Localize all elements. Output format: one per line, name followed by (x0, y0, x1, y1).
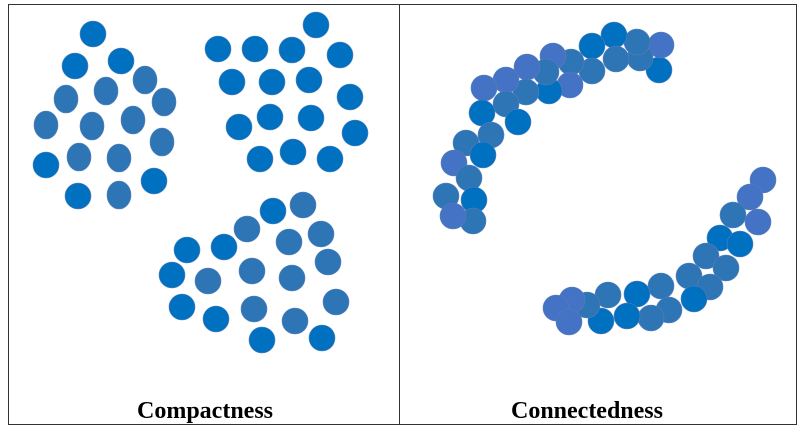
cluster-dot (93, 76, 119, 106)
chain-dot (555, 308, 583, 336)
cluster-dot (326, 41, 354, 69)
cluster-dot (248, 326, 276, 354)
chain-dot (726, 230, 754, 258)
cluster-dot (194, 267, 222, 295)
cluster-dot (79, 20, 107, 48)
cluster-dot (53, 84, 79, 114)
chain-dot (578, 32, 606, 60)
cluster-dot (132, 65, 158, 95)
chain-dot (613, 302, 641, 330)
cluster-dot (241, 35, 269, 63)
connected-chains (432, 21, 777, 336)
chain-dot (602, 45, 630, 73)
compact-clusters (32, 11, 369, 354)
chain-dot (623, 28, 651, 56)
cluster-dot (307, 220, 335, 248)
cluster-dot (107, 47, 135, 75)
cluster-dot (297, 104, 325, 132)
chain-dot (512, 78, 540, 106)
cluster-dot (278, 264, 306, 292)
cluster-dot (316, 145, 344, 173)
chain-dot (439, 202, 467, 230)
connectedness-panel: Connectedness (432, 21, 777, 424)
cluster-dot (168, 293, 196, 321)
cluster-dot (120, 105, 146, 135)
cluster-dot (341, 119, 369, 147)
cluster-dot (79, 111, 105, 141)
cluster-dot (289, 191, 317, 219)
cluster-dot (33, 110, 59, 140)
cluster-dot (240, 295, 268, 323)
cluster-dot (233, 215, 261, 243)
cluster-dot (246, 145, 274, 173)
chain-dot (637, 304, 665, 332)
chain-dot (504, 108, 532, 136)
cluster-dot (259, 197, 287, 225)
connectedness-caption: Connectedness (511, 398, 663, 424)
cluster-dot (275, 228, 303, 256)
cluster-dot (204, 35, 232, 63)
chain-dot (712, 254, 740, 282)
cluster-dot (106, 143, 132, 173)
cluster-dot (173, 236, 201, 264)
compactness-panel: Compactness (32, 11, 369, 424)
cluster-dot (314, 248, 342, 276)
chain-dot (744, 208, 772, 236)
cluster-dot (64, 182, 92, 210)
cluster-dot (238, 257, 266, 285)
cluster-dot (66, 142, 92, 172)
chain-dot (736, 183, 764, 211)
cluster-dot (278, 36, 306, 64)
chain-dot (719, 201, 747, 229)
cluster-dot (256, 103, 284, 131)
cluster-dot (279, 138, 307, 166)
cluster-dot (302, 11, 330, 39)
chain-dot (623, 280, 651, 308)
cluster-dot (295, 66, 323, 94)
cluster-dot (140, 167, 168, 195)
cluster-dot (336, 83, 364, 111)
chain-dot (680, 285, 708, 313)
cluster-dot (106, 180, 132, 210)
cluster-dot (202, 305, 230, 333)
cluster-dot (258, 68, 286, 96)
cluster-dot (218, 68, 246, 96)
compactness-caption: Compactness (137, 398, 273, 424)
chain-dot (647, 272, 675, 300)
cluster-dot (210, 233, 238, 261)
cluster-dot (308, 324, 336, 352)
cluster-dot (225, 113, 253, 141)
chain-dot (469, 141, 497, 169)
chain-dot (455, 164, 483, 192)
cluster-dot (149, 127, 175, 157)
cluster-dot (158, 261, 186, 289)
cluster-dot (61, 52, 89, 80)
cluster-dot (281, 307, 309, 335)
chain-dot (470, 74, 498, 102)
chain-dot (692, 242, 720, 270)
cluster-dot (322, 288, 350, 316)
cluster-dot (151, 87, 177, 117)
cluster-dot (32, 151, 60, 179)
